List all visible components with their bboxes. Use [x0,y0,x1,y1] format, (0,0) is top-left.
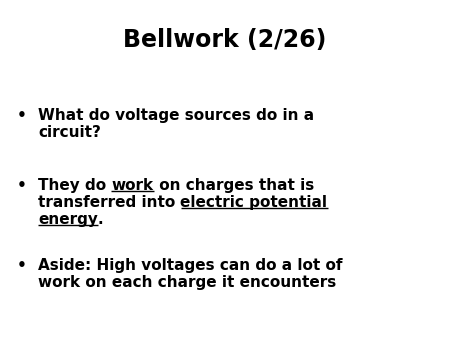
Text: energy: energy [38,212,98,227]
Text: Bellwork (2/26): Bellwork (2/26) [123,28,327,52]
Text: Aside: High voltages can do a lot of: Aside: High voltages can do a lot of [38,258,342,273]
Text: What do voltage sources do in a: What do voltage sources do in a [38,108,314,123]
Text: •: • [17,108,27,123]
Text: transferred into: transferred into [38,195,180,210]
Text: circuit?: circuit? [38,125,101,140]
Text: They do: They do [38,178,112,193]
Text: •: • [17,178,27,193]
Text: electric potential: electric potential [180,195,328,210]
Text: work on each charge it encounters: work on each charge it encounters [38,275,336,290]
Text: •: • [17,258,27,273]
Text: on charges that is: on charges that is [153,178,314,193]
Text: .: . [98,212,104,227]
Text: work: work [111,178,153,193]
